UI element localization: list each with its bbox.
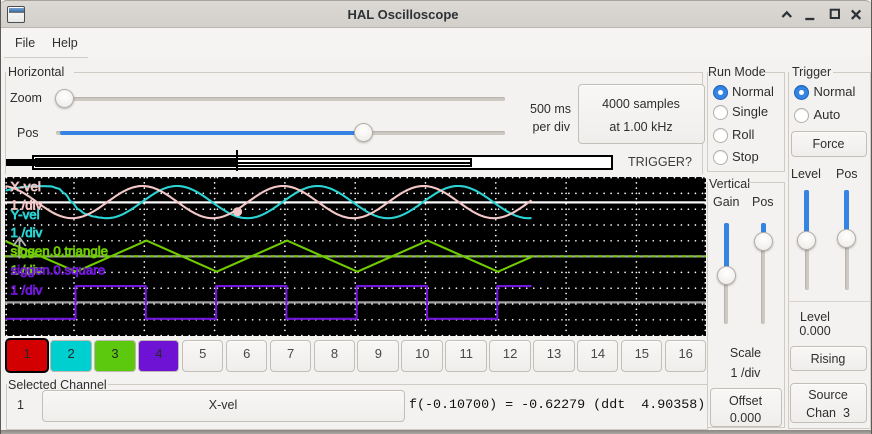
- svg-text:1 /div: 1 /div: [10, 225, 42, 240]
- svg-text:1 /div: 1 /div: [10, 262, 42, 277]
- svg-text:1 /div: 1 /div: [10, 282, 42, 297]
- svg-text:X-vel: X-vel: [10, 179, 40, 194]
- svg-text:siggen.0.triangle: siggen.0.triangle: [10, 243, 108, 258]
- svg-text:Y-vel: Y-vel: [10, 207, 39, 222]
- svg-text:1 /div: 1 /div: [10, 197, 42, 212]
- svg-text:siggen.0.square: siggen.0.square: [10, 262, 105, 277]
